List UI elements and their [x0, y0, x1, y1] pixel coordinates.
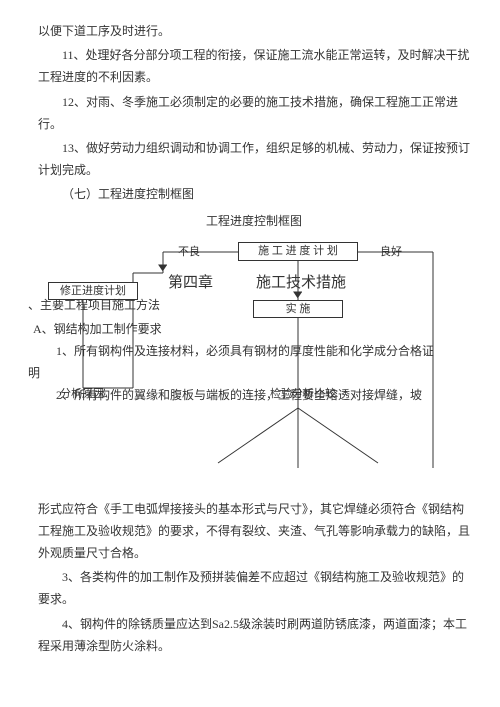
flowchart-diagram: 施 工 进 度 计 划 不良 良好 第四章 施工技术措施 修正进度计划 、主要工… — [38, 238, 470, 498]
label-bad: 不良 — [178, 242, 200, 262]
section-title: （七）工程进度控制框图 — [38, 183, 470, 205]
overlay-line-c1-end: 明 — [28, 362, 40, 384]
paragraph-6: 形式应符合《手工电弧焊接接头的基本形式与尺寸》，其它焊缝必须符合《钢结构工程施工… — [38, 498, 470, 565]
label-analyze: 分析原因 — [60, 384, 104, 404]
label-good: 良好 — [380, 242, 402, 262]
overlay-line-a: 、主要工程项目施工方法 — [28, 294, 160, 316]
chapter-title: 施工技术措施 — [256, 270, 346, 298]
overlay-line-c1: 1、所有钢构件及连接材料，必须具有钢材的厚度性能和化学成分合格证 — [56, 340, 456, 362]
label-compare: 检验分析比较 — [270, 384, 336, 404]
paragraph-3: 12、对雨、冬季施工必须制定的必要的施工技术措施，确保工程施工正常进行。 — [38, 91, 470, 135]
node-plan: 施 工 进 度 计 划 — [238, 242, 358, 261]
chapter-number: 第四章 — [168, 270, 213, 298]
paragraph-2: 11、处理好各分部分项工程的衔接，保证施工流水能正常运转，及时解决干扰工程进度的… — [38, 44, 470, 88]
flowchart-lines — [38, 238, 470, 498]
paragraph-7: 3、各类构件的加工制作及预拼装偏差不应超过《钢结构施工及验收规范》的要求。 — [38, 566, 470, 610]
paragraph-1: 以便下道工序及时进行。 — [38, 20, 470, 42]
overlay-line-d: 2、所有构件的翼缘和腹板与端板的连接，工程要全熔透对接焊缝，坡 — [56, 384, 456, 406]
node-implement: 实 施 — [253, 300, 343, 318]
overlay-line-b: A、钢结构加工制作要求 — [33, 318, 162, 340]
paragraph-8: 4、钢构件的除锈质量应达到Sa2.5级涂装时刷两道防锈底漆，两道面漆；本工程采用… — [38, 613, 470, 657]
paragraph-4: 13、做好劳动力组织调动和协调工作，组织足够的机械、劳动力，保证按预订计划完成。 — [38, 137, 470, 181]
diagram-subtitle: 工程进度控制框图 — [38, 210, 470, 232]
